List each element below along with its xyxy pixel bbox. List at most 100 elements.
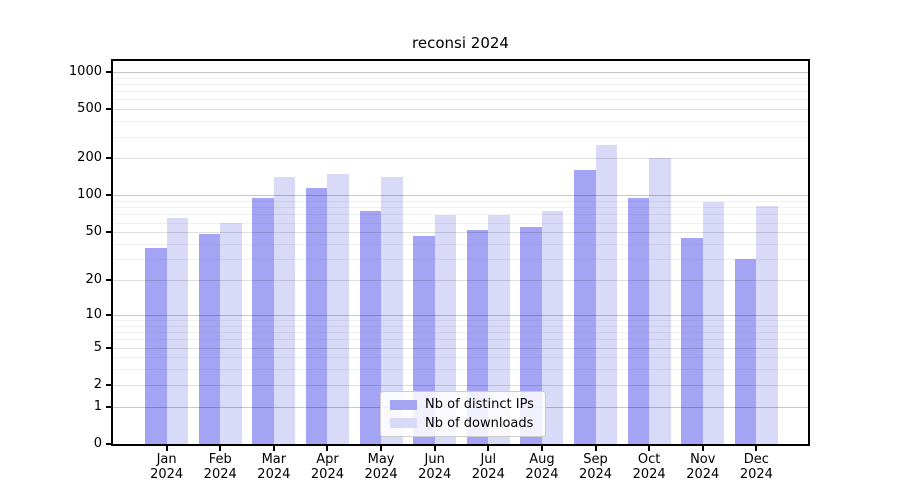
x-tick-mark	[433, 446, 436, 451]
legend-swatch-ips	[390, 399, 417, 410]
x-tick-month: Jan	[156, 452, 177, 467]
y-tick-label: 10	[85, 306, 102, 322]
bar-jan-ips	[145, 248, 167, 444]
y-tick-mark	[106, 231, 111, 234]
x-tick-month: Aug	[529, 452, 555, 467]
y-tick-label: 200	[77, 150, 102, 166]
x-tick-year: 2024	[525, 467, 559, 482]
x-tick-label: Sep 2024	[564, 452, 628, 482]
x-tick-label: Jun 2024	[403, 452, 467, 482]
x-tick-year: 2024	[686, 467, 720, 482]
bar-nov-downloads	[702, 201, 725, 444]
x-tick-mark	[326, 446, 329, 451]
x-tick-mark	[165, 446, 168, 451]
legend-swatch-downloads	[390, 418, 417, 429]
x-tick-mark	[755, 446, 758, 451]
bar-jan-downloads	[166, 218, 189, 444]
y-tick-label: 1	[93, 398, 102, 414]
bar-apr-ips	[305, 188, 328, 444]
x-tick-mark	[219, 446, 222, 451]
y-tick-mark	[106, 313, 111, 316]
x-tick-label: Jul 2024	[456, 452, 520, 482]
x-tick-month: Apr	[316, 452, 339, 467]
x-tick-month: Feb	[208, 452, 232, 467]
x-tick-label: Nov 2024	[671, 452, 735, 482]
bar-aug-downloads	[541, 211, 564, 444]
bar-jun-downloads	[434, 215, 457, 444]
y-tick-label: 2	[93, 376, 102, 392]
x-tick-year: 2024	[578, 467, 613, 482]
bar-feb-downloads	[220, 222, 242, 444]
x-tick-mark	[701, 446, 704, 451]
y-tick-label: 100	[77, 187, 102, 203]
x-tick-label: Mar 2024	[242, 452, 306, 482]
y-tick-label: 1000	[68, 63, 102, 79]
legend-label: Nb of downloads	[425, 415, 534, 431]
y-tick-mark	[106, 279, 111, 282]
x-tick-mark	[594, 446, 597, 451]
bar-dec-ips	[734, 259, 757, 444]
x-tick-month: Dec	[743, 452, 769, 467]
x-tick-label: Jan 2024	[135, 452, 199, 482]
bar-mar-ips	[252, 197, 274, 444]
legend-label: Nb of distinct IPs	[425, 397, 534, 413]
x-tick-mark	[487, 446, 490, 451]
y-tick-label: 500	[77, 101, 102, 117]
bar-may-ips	[359, 210, 382, 444]
y-tick-mark	[106, 108, 111, 111]
y-tick-label: 0	[93, 436, 102, 451]
x-tick-year: 2024	[739, 467, 773, 482]
bar-aug-ips	[520, 227, 542, 444]
x-tick-month: Oct	[637, 452, 661, 467]
x-tick-label: Feb 2024	[188, 452, 252, 482]
x-tick-label: Dec 2024	[724, 452, 788, 482]
bar-mar-downloads	[273, 177, 296, 444]
legend: Nb of distinct IPs Nb of downloads	[380, 391, 546, 437]
x-tick-mark	[648, 446, 651, 451]
x-tick-mark	[380, 446, 383, 451]
x-tick-year: 2024	[150, 467, 184, 482]
x-tick-label: Apr 2024	[295, 452, 359, 482]
y-tick-label: 20	[85, 272, 102, 288]
x-tick-month: Jul	[480, 452, 497, 467]
x-tick-year: 2024	[310, 467, 344, 482]
x-tick-month: Sep	[583, 452, 608, 467]
bar-apr-downloads	[327, 173, 349, 444]
chart-title: reconsi 2024	[412, 34, 509, 52]
x-tick-year: 2024	[632, 467, 666, 482]
x-tick-label: Aug 2024	[510, 452, 574, 482]
bar-sep-downloads	[595, 144, 618, 444]
x-tick-year: 2024	[203, 467, 237, 482]
bar-dec-downloads	[756, 206, 778, 444]
y-tick-label: 50	[85, 224, 102, 240]
bar-jul-ips	[466, 230, 489, 444]
bar-sep-ips	[574, 170, 596, 444]
y-tick-mark	[106, 443, 111, 445]
bar-nov-ips	[681, 237, 703, 444]
y-tick-mark	[106, 383, 111, 386]
x-tick-month: Nov	[690, 452, 716, 467]
x-tick-label: May 2024	[349, 452, 413, 482]
y-tick-mark	[106, 194, 111, 197]
x-tick-year: 2024	[364, 467, 398, 482]
x-tick-month: Jun	[424, 452, 445, 467]
y-tick-mark	[106, 157, 111, 160]
bar-jul-downloads	[488, 215, 510, 444]
x-tick-year: 2024	[257, 467, 291, 482]
x-tick-year: 2024	[471, 467, 505, 482]
bar-feb-ips	[198, 234, 221, 444]
bar-oct-downloads	[649, 158, 671, 444]
y-tick-mark	[106, 70, 111, 73]
legend-row: Nb of downloads	[390, 416, 536, 431]
x-tick-year: 2024	[418, 467, 452, 482]
y-tick-label: 5	[93, 339, 102, 355]
x-tick-mark	[272, 446, 275, 451]
x-tick-month: May	[367, 452, 395, 467]
x-tick-mark	[540, 446, 543, 451]
x-tick-label: Oct 2024	[617, 452, 681, 482]
x-tick-month: Mar	[261, 452, 287, 467]
legend-row: Nb of distinct IPs	[390, 397, 536, 412]
bar-oct-ips	[627, 197, 650, 444]
y-tick-mark	[106, 405, 111, 408]
